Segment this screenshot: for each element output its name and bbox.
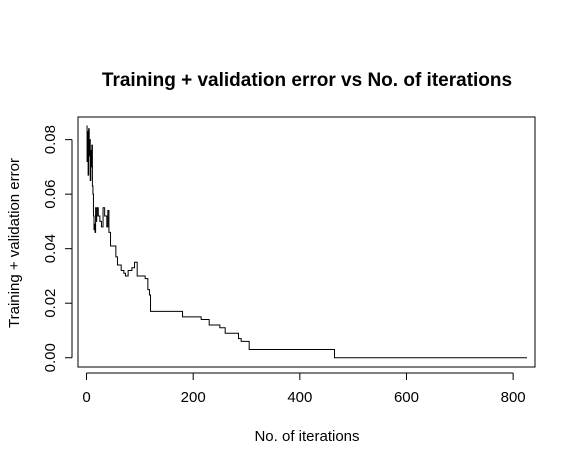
x-axis-label: No. of iterations xyxy=(254,428,359,445)
y-tick-label: 0.06 xyxy=(42,180,59,209)
x-tick-label: 600 xyxy=(394,389,419,406)
x-tick-label: 800 xyxy=(501,389,526,406)
chart-title: Training + validation error vs No. of it… xyxy=(102,70,512,91)
y-axis: 0.00 0.02 0.04 0.06 0.08 xyxy=(42,125,73,372)
x-axis: 0 200 400 600 800 xyxy=(82,372,526,406)
plot-frame xyxy=(77,116,536,368)
x-tick-label: 200 xyxy=(181,389,206,406)
series-layer xyxy=(86,125,527,359)
y-tick-label: 0.00 xyxy=(42,343,59,372)
x-tick-label: 400 xyxy=(287,389,312,406)
y-axis-label: Training + validation error xyxy=(6,158,23,328)
x-tick-label: 0 xyxy=(82,389,90,406)
y-tick-label: 0.04 xyxy=(42,234,59,263)
y-tick-label: 0.08 xyxy=(42,125,59,154)
y-tick-label: 0.02 xyxy=(42,289,59,318)
series-line xyxy=(86,125,527,359)
